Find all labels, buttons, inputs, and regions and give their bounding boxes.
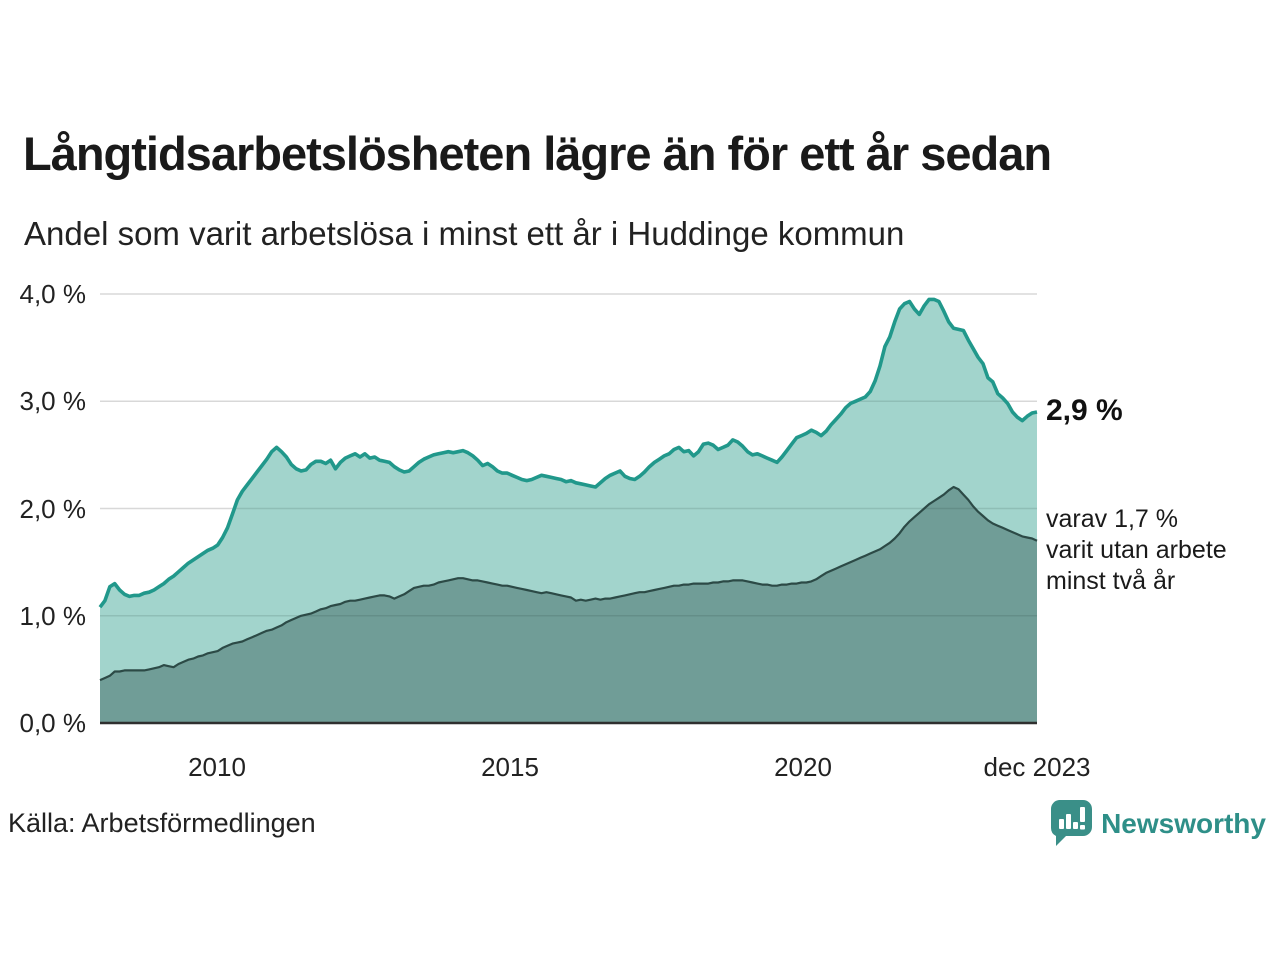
y-tick-1: 1,0 % [19,601,87,631]
x-tick-2015: 2015 [481,752,539,782]
x-tick-2020: 2020 [774,752,832,782]
newsworthy-icon [1051,800,1093,846]
brand-logo: Newsworthy [1050,799,1266,849]
brand-name: Newsworthy [1101,808,1266,839]
x-tick-2010: 2010 [188,752,246,782]
source-note: Källa: Arbetsförmedlingen [8,808,316,838]
y-tick-4: 4,0 % [19,279,87,309]
y-tick-0: 0,0 % [19,708,87,738]
x-tick-dec-2023: dec 2023 [983,752,1091,782]
page-title: Långtidsarbetslösheten lägre än för ett … [23,127,1052,180]
y-tick-2: 2,0 % [19,494,87,524]
subset-value-label: varav 1,7 % varit utan arbete minst två … [1046,505,1227,595]
page-subtitle: Andel som varit arbetslösa i minst ett å… [24,215,905,252]
y-tick-3: 3,0 % [19,386,87,416]
latest-value-label: 2,9 % [1046,394,1123,427]
